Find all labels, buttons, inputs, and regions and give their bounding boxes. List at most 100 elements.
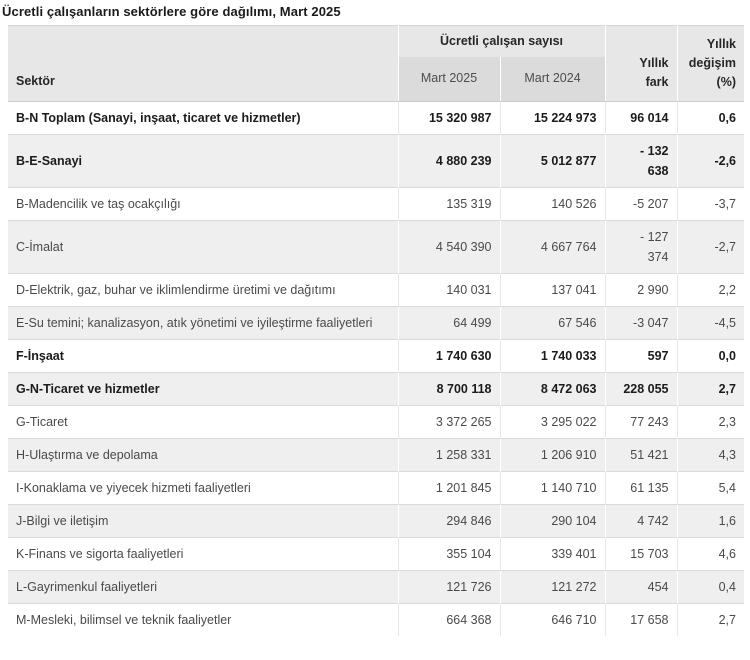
yillik-fark-cell: 597 bbox=[604, 339, 677, 373]
header-row-top: Sektör Ücretli çalışan sayısı Yıllık far… bbox=[8, 25, 744, 102]
sector-cell: B-E-Sanayi bbox=[8, 134, 398, 188]
mart-2024-cell: 137 041 bbox=[499, 273, 605, 307]
mart-2025-cell: 1 201 845 bbox=[397, 471, 500, 505]
yillik-fark-cell: 51 421 bbox=[604, 438, 677, 472]
mart-2025-cell: 4 880 239 bbox=[397, 134, 500, 188]
table-row: J-Bilgi ve iletişim 294 846 290 104 4 742 1,… bbox=[8, 504, 744, 538]
table-row: B-N Toplam (Sanayi, inşaat, ticaret ve h… bbox=[8, 101, 744, 135]
mart-2025-cell: 8 700 118 bbox=[397, 372, 500, 406]
yillik-degisim-cell: 4,3 bbox=[676, 438, 744, 472]
yillik-degisim-cell: 5,4 bbox=[676, 471, 744, 505]
mart-2025-cell: 4 540 390 bbox=[397, 220, 500, 274]
table-row: H-Ulaştırma ve depolama 1 258 331 1 206 91… bbox=[8, 438, 744, 472]
table-row: C-İmalat 4 540 390 4 667 764- 127 374 -2,7 bbox=[8, 220, 744, 274]
mart-2025-cell: 1 740 630 bbox=[397, 339, 500, 373]
yillik-fark-cell: 2 990 bbox=[604, 273, 677, 307]
sector-cell: F-İnşaat bbox=[8, 339, 398, 373]
mart-2024-cell: 140 526 bbox=[499, 187, 605, 221]
yillik-fark-cell: -3 047 bbox=[604, 306, 677, 340]
table-header: Sektör Ücretli çalışan sayısı Yıllık far… bbox=[8, 25, 744, 102]
yillik-degisim-cell: -2,7 bbox=[676, 220, 744, 274]
yillik-fark-cell: 228 055 bbox=[604, 372, 677, 406]
yillik-fark-cell: 77 243 bbox=[604, 405, 677, 439]
mart-2024-cell: 3 295 022 bbox=[499, 405, 605, 439]
mart-2025-cell: 121 726 bbox=[397, 570, 500, 604]
yillik-degisim-cell: 2,7 bbox=[676, 603, 744, 636]
mart-2025-cell: 1 258 331 bbox=[397, 438, 500, 472]
mart-2025-cell: 294 846 bbox=[397, 504, 500, 538]
mart-2024-cell: 1 740 033 bbox=[499, 339, 605, 373]
sector-cell: G-Ticaret bbox=[8, 405, 398, 439]
table-row: K-Finans ve sigorta faaliyetleri 355 104 3… bbox=[8, 537, 744, 571]
sector-cell: C-İmalat bbox=[8, 220, 398, 274]
table-row: M-Mesleki, bilimsel ve teknik faaliyetle… bbox=[8, 603, 744, 636]
column-header-yillik-degisim: Yıllık değişim (%) bbox=[676, 25, 744, 102]
sector-distribution-table: Sektör Ücretli çalışan sayısı Yıllık far… bbox=[8, 25, 744, 636]
yillik-degisim-cell: 0,0 bbox=[676, 339, 744, 373]
mart-2025-cell: 355 104 bbox=[397, 537, 500, 571]
mart-2024-cell: 8 472 063 bbox=[499, 372, 605, 406]
table-row: L-Gayrimenkul faaliyetleri 121 726 121 272… bbox=[8, 570, 744, 604]
table-row: G-N-Ticaret ve hizmetler 8 700 118 8 472 0… bbox=[8, 372, 744, 406]
yillik-fark-cell: - 127 374 bbox=[604, 220, 677, 274]
mart-2024-cell: 646 710 bbox=[499, 603, 605, 636]
yillik-degisim-cell: -2,6 bbox=[676, 134, 744, 188]
sector-cell: D-Elektrik, gaz, buhar ve iklimlendirme … bbox=[8, 273, 398, 307]
mart-2025-cell: 135 319 bbox=[397, 187, 500, 221]
mart-2025-cell: 15 320 987 bbox=[397, 101, 500, 135]
yillik-fark-cell: 17 658 bbox=[604, 603, 677, 636]
mart-2024-cell: 15 224 973 bbox=[499, 101, 605, 135]
yillik-fark-cell: -5 207 bbox=[604, 187, 677, 221]
yillik-degisim-cell: 4,6 bbox=[676, 537, 744, 571]
table-row: G-Ticaret 3 372 265 3 295 022 77 243 2,3 bbox=[8, 405, 744, 439]
yillik-degisim-cell: 1,6 bbox=[676, 504, 744, 538]
yillik-fark-cell: - 132 638 bbox=[604, 134, 677, 188]
sector-cell: I-Konaklama ve yiyecek hizmeti faaliyetl… bbox=[8, 471, 398, 505]
page-title: Ücretli çalışanların sektörlere göre dağ… bbox=[2, 4, 341, 19]
mart-2024-cell: 4 667 764 bbox=[499, 220, 605, 274]
sector-cell: M-Mesleki, bilimsel ve teknik faaliyetle… bbox=[8, 603, 398, 636]
mart-2025-cell: 64 499 bbox=[397, 306, 500, 340]
yillik-fark-cell: 96 014 bbox=[604, 101, 677, 135]
table-row: B-Madencilik ve taş ocakçılığı 135 319 140… bbox=[8, 187, 744, 221]
mart-2024-cell: 1 206 910 bbox=[499, 438, 605, 472]
yillik-fark-cell: 454 bbox=[604, 570, 677, 604]
mart-2024-cell: 290 104 bbox=[499, 504, 605, 538]
mart-2025-cell: 140 031 bbox=[397, 273, 500, 307]
column-header-group-ucretli-calisan-sayisi: Ücretli çalışan sayısı bbox=[397, 25, 605, 57]
column-header-yillik-fark: Yıllık fark bbox=[604, 25, 677, 102]
yillik-degisim-cell: 2,2 bbox=[676, 273, 744, 307]
table-row: D-Elektrik, gaz, buhar ve iklimlendirme … bbox=[8, 273, 744, 307]
column-header-sector: Sektör bbox=[8, 25, 398, 102]
yillik-degisim-cell: 2,3 bbox=[676, 405, 744, 439]
table-row: I-Konaklama ve yiyecek hizmeti faaliyetl… bbox=[8, 471, 744, 505]
mart-2024-cell: 67 546 bbox=[499, 306, 605, 340]
yillik-fark-cell: 15 703 bbox=[604, 537, 677, 571]
mart-2025-cell: 3 372 265 bbox=[397, 405, 500, 439]
yillik-degisim-cell: -4,5 bbox=[676, 306, 744, 340]
yillik-fark-cell: 61 135 bbox=[604, 471, 677, 505]
mart-2024-cell: 5 012 877 bbox=[499, 134, 605, 188]
table-row: E-Su temini; kanalizasyon, atık yönetimi… bbox=[8, 306, 744, 340]
sector-cell: E-Su temini; kanalizasyon, atık yönetimi… bbox=[8, 306, 398, 340]
mart-2024-cell: 339 401 bbox=[499, 537, 605, 571]
mart-2025-cell: 664 368 bbox=[397, 603, 500, 636]
header-row-sub: Mart 2025 Mart 2024 bbox=[8, 56, 744, 102]
sector-cell: K-Finans ve sigorta faaliyetleri bbox=[8, 537, 398, 571]
sector-cell: B-N Toplam (Sanayi, inşaat, ticaret ve h… bbox=[8, 101, 398, 135]
table-row: F-İnşaat 1 740 630 1 740 033 597 0,0 bbox=[8, 339, 744, 373]
sector-cell: G-N-Ticaret ve hizmetler bbox=[8, 372, 398, 406]
yillik-fark-cell: 4 742 bbox=[604, 504, 677, 538]
yillik-degisim-cell: 0,4 bbox=[676, 570, 744, 604]
yillik-degisim-cell: 2,7 bbox=[676, 372, 744, 406]
sector-cell: H-Ulaştırma ve depolama bbox=[8, 438, 398, 472]
mart-2024-cell: 1 140 710 bbox=[499, 471, 605, 505]
sector-cell: J-Bilgi ve iletişim bbox=[8, 504, 398, 538]
yillik-degisim-cell: -3,7 bbox=[676, 187, 744, 221]
table-row: B-E-Sanayi 4 880 239 5 012 877- 132 638 -2,… bbox=[8, 134, 744, 188]
column-header-mart-2025: Mart 2025 bbox=[397, 56, 500, 102]
yillik-degisim-cell: 0,6 bbox=[676, 101, 744, 135]
table-body: B-N Toplam (Sanayi, inşaat, ticaret ve h… bbox=[8, 101, 744, 636]
column-header-mart-2024: Mart 2024 bbox=[499, 56, 605, 102]
